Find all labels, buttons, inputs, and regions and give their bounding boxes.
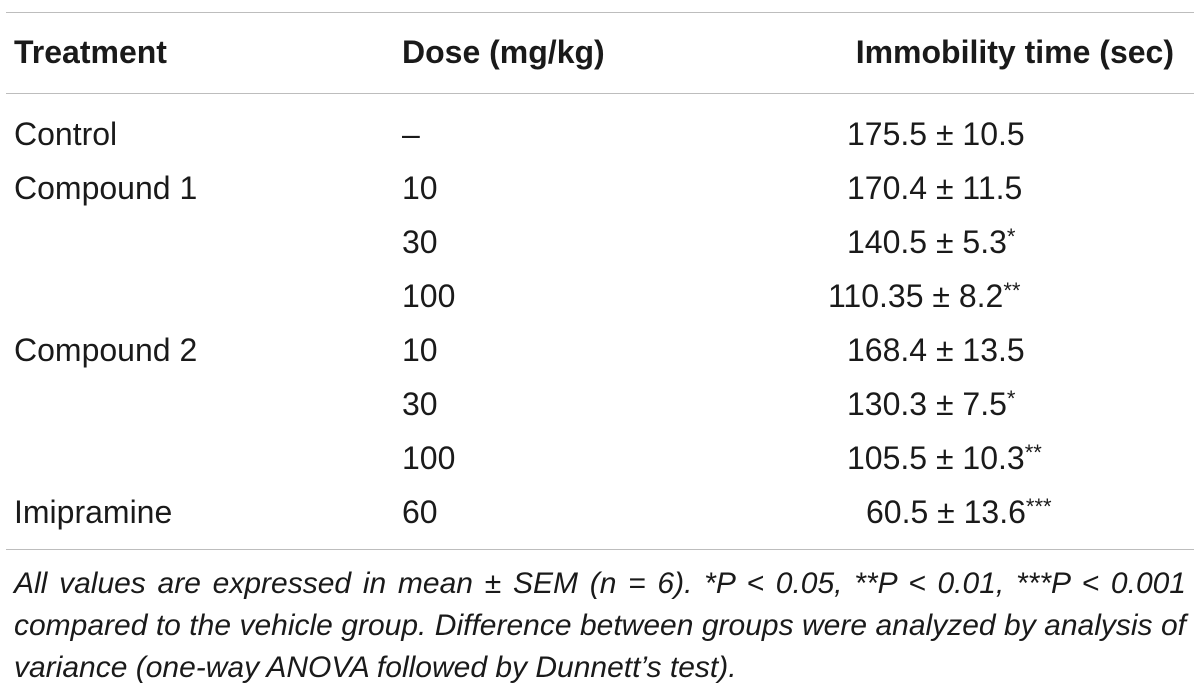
table-footnote: All values are expressed in mean ± SEM (… — [14, 567, 1186, 684]
table-bottom-rule — [6, 549, 1194, 550]
cell-dose: 30 — [402, 224, 438, 260]
immobility-value: 60.5 ± 13.6 — [866, 494, 1026, 530]
cell-immobility-time: 168.4 ± 13.5 — [847, 332, 1025, 368]
cell-immobility-time: 105.5 ± 10.3** — [847, 440, 1042, 476]
cell-dose: 10 — [402, 332, 438, 368]
cell-immobility-time: 140.5 ± 5.3* — [847, 224, 1015, 260]
cell-immobility-time: 170.4 ± 11.5 — [847, 170, 1022, 206]
significance-marker: *** — [1025, 494, 1052, 519]
cell-dose: 30 — [402, 386, 438, 422]
header-dose: Dose (mg/kg) — [402, 34, 605, 70]
cell-treatment: Control — [14, 116, 118, 152]
cell-dose: 10 — [402, 170, 438, 206]
significance-marker: ** — [1024, 440, 1042, 465]
cell-dose: 100 — [402, 278, 456, 314]
cell-immobility-time: 60.5 ± 13.6*** — [866, 494, 1052, 530]
immobility-value: 168.4 ± 13.5 — [847, 332, 1025, 368]
immobility-value: 170.4 ± 11.5 — [847, 170, 1023, 206]
cell-dose: 60 — [402, 494, 438, 530]
table-header-rule — [6, 93, 1194, 94]
table-top-rule — [6, 12, 1194, 13]
significance-marker: ** — [1003, 278, 1021, 303]
cell-treatment: Compound 1 — [14, 170, 198, 206]
header-immobility-time: Immobility time (sec) — [855, 34, 1174, 70]
immobility-value: 110.35 ± 8.2 — [828, 278, 1004, 314]
cell-immobility-time: 130.3 ± 7.5* — [847, 386, 1015, 422]
cell-immobility-time: 175.5 ± 10.5 — [847, 116, 1025, 152]
cell-treatment: Imipramine — [14, 494, 173, 530]
immobility-value: 105.5 ± 10.3 — [847, 440, 1025, 476]
cell-immobility-time: 110.35 ± 8.2** — [828, 278, 1020, 314]
cell-dose: 100 — [402, 440, 456, 476]
immobility-value: 140.5 ± 5.3 — [847, 224, 1007, 260]
immobility-value: 175.5 ± 10.5 — [847, 116, 1025, 152]
significance-marker: * — [1006, 386, 1016, 411]
significance-marker: * — [1006, 224, 1016, 249]
header-treatment: Treatment — [14, 34, 167, 70]
cell-treatment: Compound 2 — [14, 332, 198, 368]
cell-dose: – — [402, 116, 420, 152]
immobility-value: 130.3 ± 7.5 — [847, 386, 1007, 422]
